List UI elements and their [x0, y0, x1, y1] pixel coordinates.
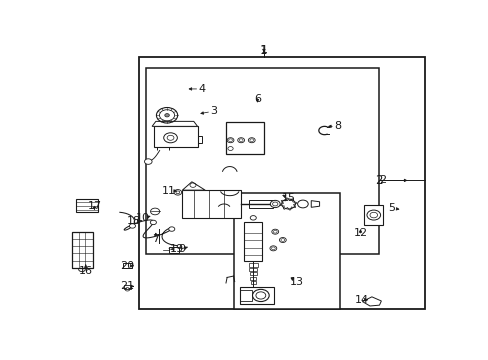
Bar	[248, 200, 273, 208]
Bar	[225, 122, 264, 154]
Polygon shape	[362, 297, 381, 306]
Bar	[169, 247, 179, 253]
Text: 2: 2	[378, 175, 385, 185]
Bar	[244, 222, 262, 261]
Bar	[249, 272, 256, 275]
Text: 4: 4	[198, 84, 205, 94]
Bar	[249, 268, 257, 271]
Bar	[240, 290, 251, 301]
Circle shape	[270, 201, 280, 208]
Text: 9: 9	[178, 244, 185, 254]
Text: 19: 19	[169, 244, 183, 254]
Text: 17: 17	[87, 201, 102, 211]
Polygon shape	[310, 201, 319, 207]
Bar	[250, 276, 256, 280]
Text: 20: 20	[120, 261, 134, 271]
Text: 21: 21	[120, 281, 134, 291]
Circle shape	[164, 114, 169, 117]
Text: 7: 7	[152, 234, 159, 244]
Text: 3: 3	[210, 106, 217, 116]
Polygon shape	[182, 182, 205, 190]
Bar	[248, 263, 257, 267]
Text: 1: 1	[260, 44, 267, 57]
Circle shape	[129, 224, 135, 228]
Bar	[122, 263, 131, 268]
Polygon shape	[152, 121, 197, 126]
Circle shape	[168, 227, 174, 231]
Text: 2: 2	[374, 174, 382, 187]
Text: 5: 5	[387, 203, 394, 213]
Text: 6: 6	[253, 94, 261, 104]
Text: 14: 14	[354, 294, 368, 305]
Bar	[233, 193, 339, 309]
Bar	[146, 68, 379, 254]
Bar	[197, 136, 202, 143]
Text: 16: 16	[79, 266, 93, 276]
Text: 1: 1	[260, 45, 267, 55]
Bar	[250, 281, 255, 284]
Circle shape	[150, 220, 156, 225]
Bar	[364, 205, 383, 225]
Bar	[75, 199, 97, 212]
Text: 12: 12	[353, 228, 367, 238]
Text: 18: 18	[126, 216, 141, 226]
Bar	[240, 287, 274, 304]
Bar	[139, 57, 424, 309]
Text: 15: 15	[281, 193, 295, 203]
Text: 10: 10	[135, 213, 149, 224]
Bar	[72, 232, 92, 268]
Circle shape	[144, 159, 152, 164]
Text: 8: 8	[333, 121, 341, 131]
Bar	[154, 126, 197, 147]
Bar	[182, 190, 241, 218]
Bar	[123, 285, 131, 289]
Text: 11: 11	[162, 186, 176, 196]
Text: 13: 13	[289, 277, 303, 287]
